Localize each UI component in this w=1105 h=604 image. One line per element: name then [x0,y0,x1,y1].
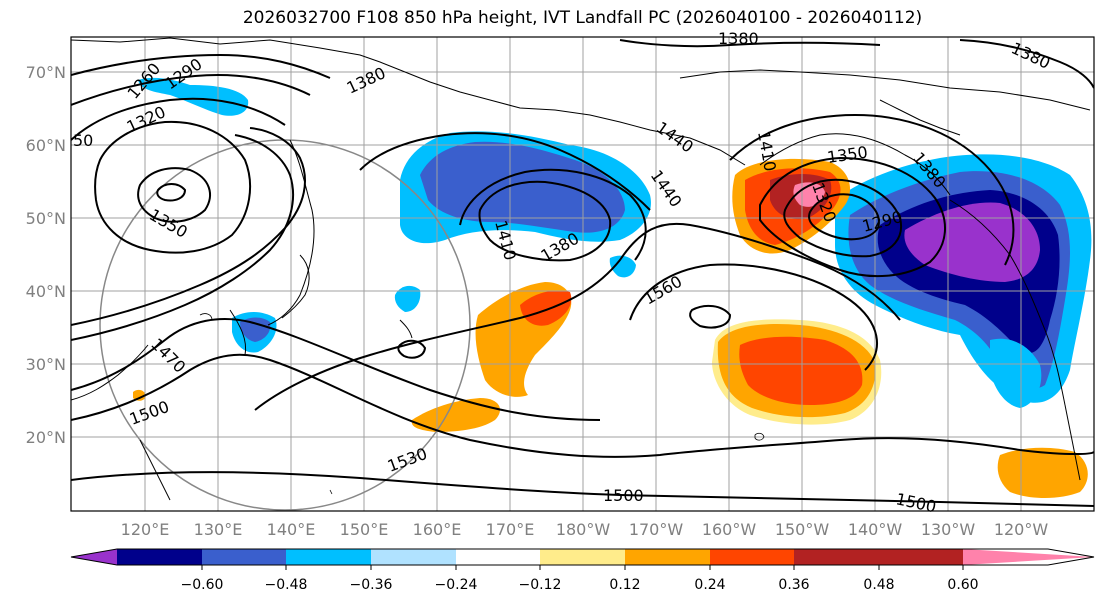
contour-label: 1380 [718,29,759,48]
height-contours [71,39,1094,507]
colorbar-ticks [201,565,964,570]
shade-pos-036-c [520,290,572,326]
colorbar-tick-label: −0.36 [350,577,393,593]
colorbar-segment [879,549,963,565]
contour-label: 1500 [603,486,644,505]
shade-neg-ext [990,338,1042,408]
colorbar-segment [286,549,371,565]
colorbar-segment [117,549,202,565]
lon-label: 130°W [921,520,976,539]
shade-pos-036 [739,336,863,405]
lat-label: 20°N [26,428,66,447]
colorbar-tick-label: 0.36 [778,577,809,593]
colorbar-extend-max [963,549,1094,565]
colorbar: −0.60 −0.48 −0.36 −0.24 −0.12 0.12 0.24 … [70,548,1095,593]
lon-label: 150°E [340,520,389,539]
coastlines [71,37,1091,501]
map-title: 2026032700 F108 850 hPa height, IVT Land… [242,8,923,28]
lon-label: 120°W [994,520,1049,539]
islands [199,313,765,495]
map-frame [70,36,1095,512]
colorbar-tick-label: −0.12 [519,577,562,593]
lon-label: 160°E [413,520,462,539]
lat-label: 70°N [26,63,66,82]
colorbar-tick-label: 0.60 [947,577,978,593]
colorbar-tick-label: −0.24 [435,577,478,593]
shade-pos-small [133,389,146,401]
colorbar-segment [625,549,710,565]
graticule [71,37,1094,511]
colorbar-segment [540,549,625,565]
colorbar-segment [456,549,540,565]
lon-label: 140°W [848,520,903,539]
lat-label: 60°N [26,136,66,155]
shade-neg-036-b [420,141,625,233]
shade-neg-small-3 [240,317,271,342]
contour-labels: 1380 1380 1290 1260 1320 1350 1380 1440 … [73,29,1053,516]
lat-label: 30°N [26,355,66,374]
shade-pos-024-e [997,447,1088,498]
shade-pos-060 [793,182,825,207]
shade-pos-024-d [411,398,500,432]
colorbar-tick-label: 0.12 [609,577,640,593]
colorbar-tick-label: −0.60 [181,577,224,593]
colorbar-extend-min [71,549,117,565]
shade-neg-small-5 [609,255,636,278]
shade-neg-small-4 [394,285,421,312]
lat-label: 50°N [26,209,66,228]
longitude-labels: 120°E 130°E 140°E 150°E 160°E 170°E 180°… [121,520,1049,539]
colorbar-tick-label: −0.48 [265,577,308,593]
colorbar-segment [710,549,794,565]
lon-label: 170°E [486,520,535,539]
lon-label: 120°E [121,520,170,539]
lat-label: 40°N [26,282,66,301]
lon-label: 180°W [556,520,611,539]
colorbar-tick-label: 0.24 [694,577,725,593]
lon-label: 130°E [194,520,243,539]
colorbar-segment [202,549,286,565]
ivt-positive-shading [133,158,1088,498]
lon-label: 170°W [629,520,684,539]
lon-label: 150°W [775,520,830,539]
lon-label: 160°W [702,520,757,539]
colorbar-segment [371,549,456,565]
colorbar-outline [70,548,1095,566]
contour-label: 50 [73,131,93,150]
latitude-labels: 70°N 60°N 50°N 40°N 30°N 20°N [26,63,66,447]
colorbar-segment [794,549,879,565]
colorbar-tick-label: 0.48 [863,577,894,593]
shade-neg-small-1 [138,77,249,116]
lon-label: 140°E [267,520,316,539]
